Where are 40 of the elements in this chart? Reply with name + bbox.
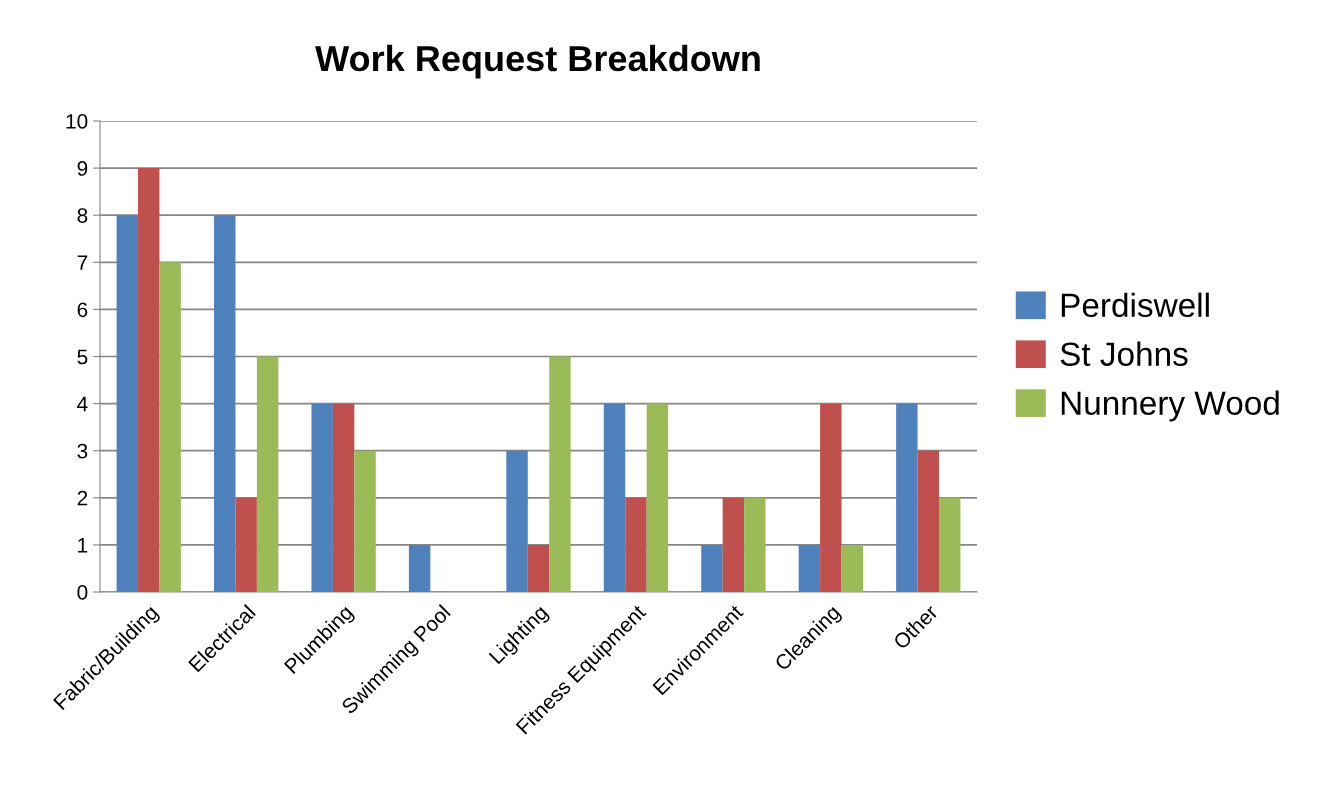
y-tick-label: 2 — [77, 490, 88, 506]
bar — [917, 450, 939, 592]
y-tick-label: 10 — [66, 114, 88, 129]
bar — [408, 544, 431, 592]
bar — [939, 497, 961, 592]
bar — [820, 403, 842, 592]
bar — [235, 497, 257, 592]
bar — [214, 215, 236, 592]
bar — [506, 450, 528, 592]
bar — [354, 450, 376, 592]
bar — [646, 403, 669, 592]
bar — [527, 544, 550, 592]
bar — [722, 497, 745, 592]
bar — [798, 544, 821, 592]
legend-label: Perdiswell — [1061, 292, 1209, 318]
y-tick-label: 4 — [77, 396, 88, 412]
bar — [625, 497, 647, 592]
y-tick-label: 0 — [77, 585, 88, 600]
chart-title: Work Request Breakdown — [315, 44, 760, 79]
legend-label: St Johns — [1060, 341, 1188, 367]
bar — [116, 215, 138, 592]
bar — [896, 403, 918, 592]
bar — [841, 544, 863, 592]
bar — [159, 262, 181, 592]
y-tick-label: 3 — [77, 443, 88, 459]
y-tick-label: 5 — [77, 349, 88, 365]
bar — [744, 497, 766, 592]
bar — [138, 168, 160, 592]
y-tick-label: 7 — [77, 255, 88, 270]
bar — [603, 403, 626, 592]
bar — [311, 403, 333, 592]
y-tick-label: 9 — [77, 161, 88, 176]
bar — [256, 356, 279, 592]
y-tick-label: 1 — [78, 538, 88, 553]
bar — [332, 403, 355, 592]
legend-label: Nunnery Wood — [1061, 390, 1279, 422]
bar — [549, 356, 571, 592]
bar — [701, 544, 723, 592]
y-tick-label: 8 — [77, 208, 88, 223]
y-tick-label: 6 — [77, 302, 88, 318]
